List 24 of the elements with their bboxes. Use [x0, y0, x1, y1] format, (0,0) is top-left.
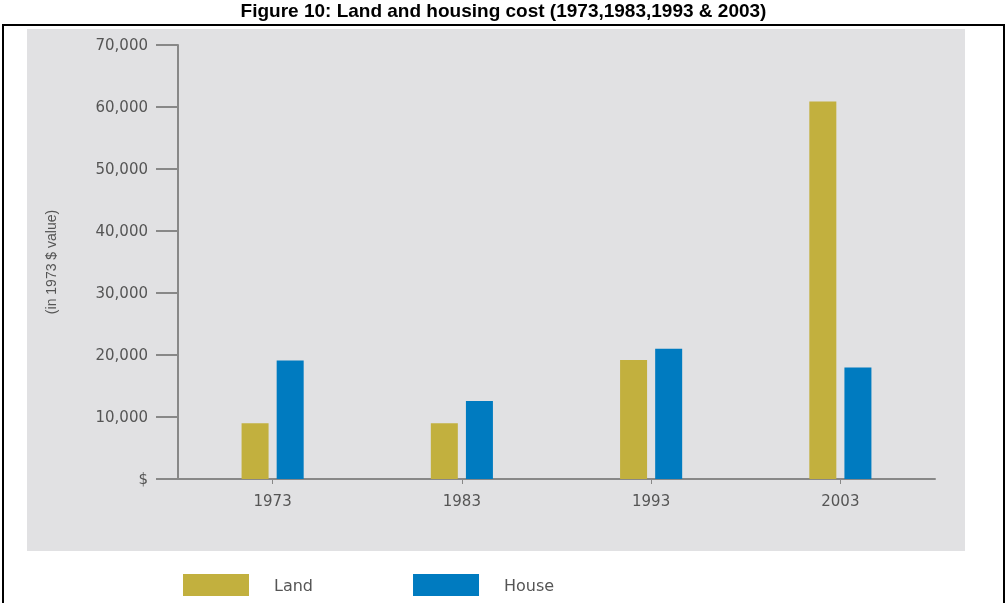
x-tick-label: 1993 — [632, 491, 671, 510]
y-tick-label: 60,000 — [95, 98, 148, 116]
bar — [465, 400, 493, 479]
y-axis-title: (in 1973 $ value) — [43, 209, 59, 315]
bar — [620, 359, 648, 479]
y-tick-label: 10,000 — [95, 408, 148, 426]
y-tick-label: 30,000 — [95, 284, 148, 302]
chart-title: Figure 10: Land and housing cost (1973,1983,1993 & 2003) — [239, 0, 768, 22]
bar — [241, 423, 269, 479]
bar — [276, 360, 304, 479]
y-tick-label: 40,000 — [95, 222, 148, 240]
bar — [809, 101, 837, 479]
y-tick-label: 70,000 — [95, 36, 148, 54]
y-tick-label: 20,000 — [95, 346, 148, 364]
bar — [844, 367, 872, 479]
y-tick-label: $ — [138, 470, 148, 488]
x-tick-label: 2003 — [821, 491, 860, 510]
legend-label: Land — [274, 575, 314, 595]
x-tick-label: 1973 — [253, 491, 292, 510]
legend-label: House — [504, 575, 555, 595]
y-tick-label: 50,000 — [95, 160, 148, 178]
x-tick-label: 1983 — [442, 491, 481, 510]
bar — [430, 423, 458, 479]
bar — [655, 348, 683, 479]
